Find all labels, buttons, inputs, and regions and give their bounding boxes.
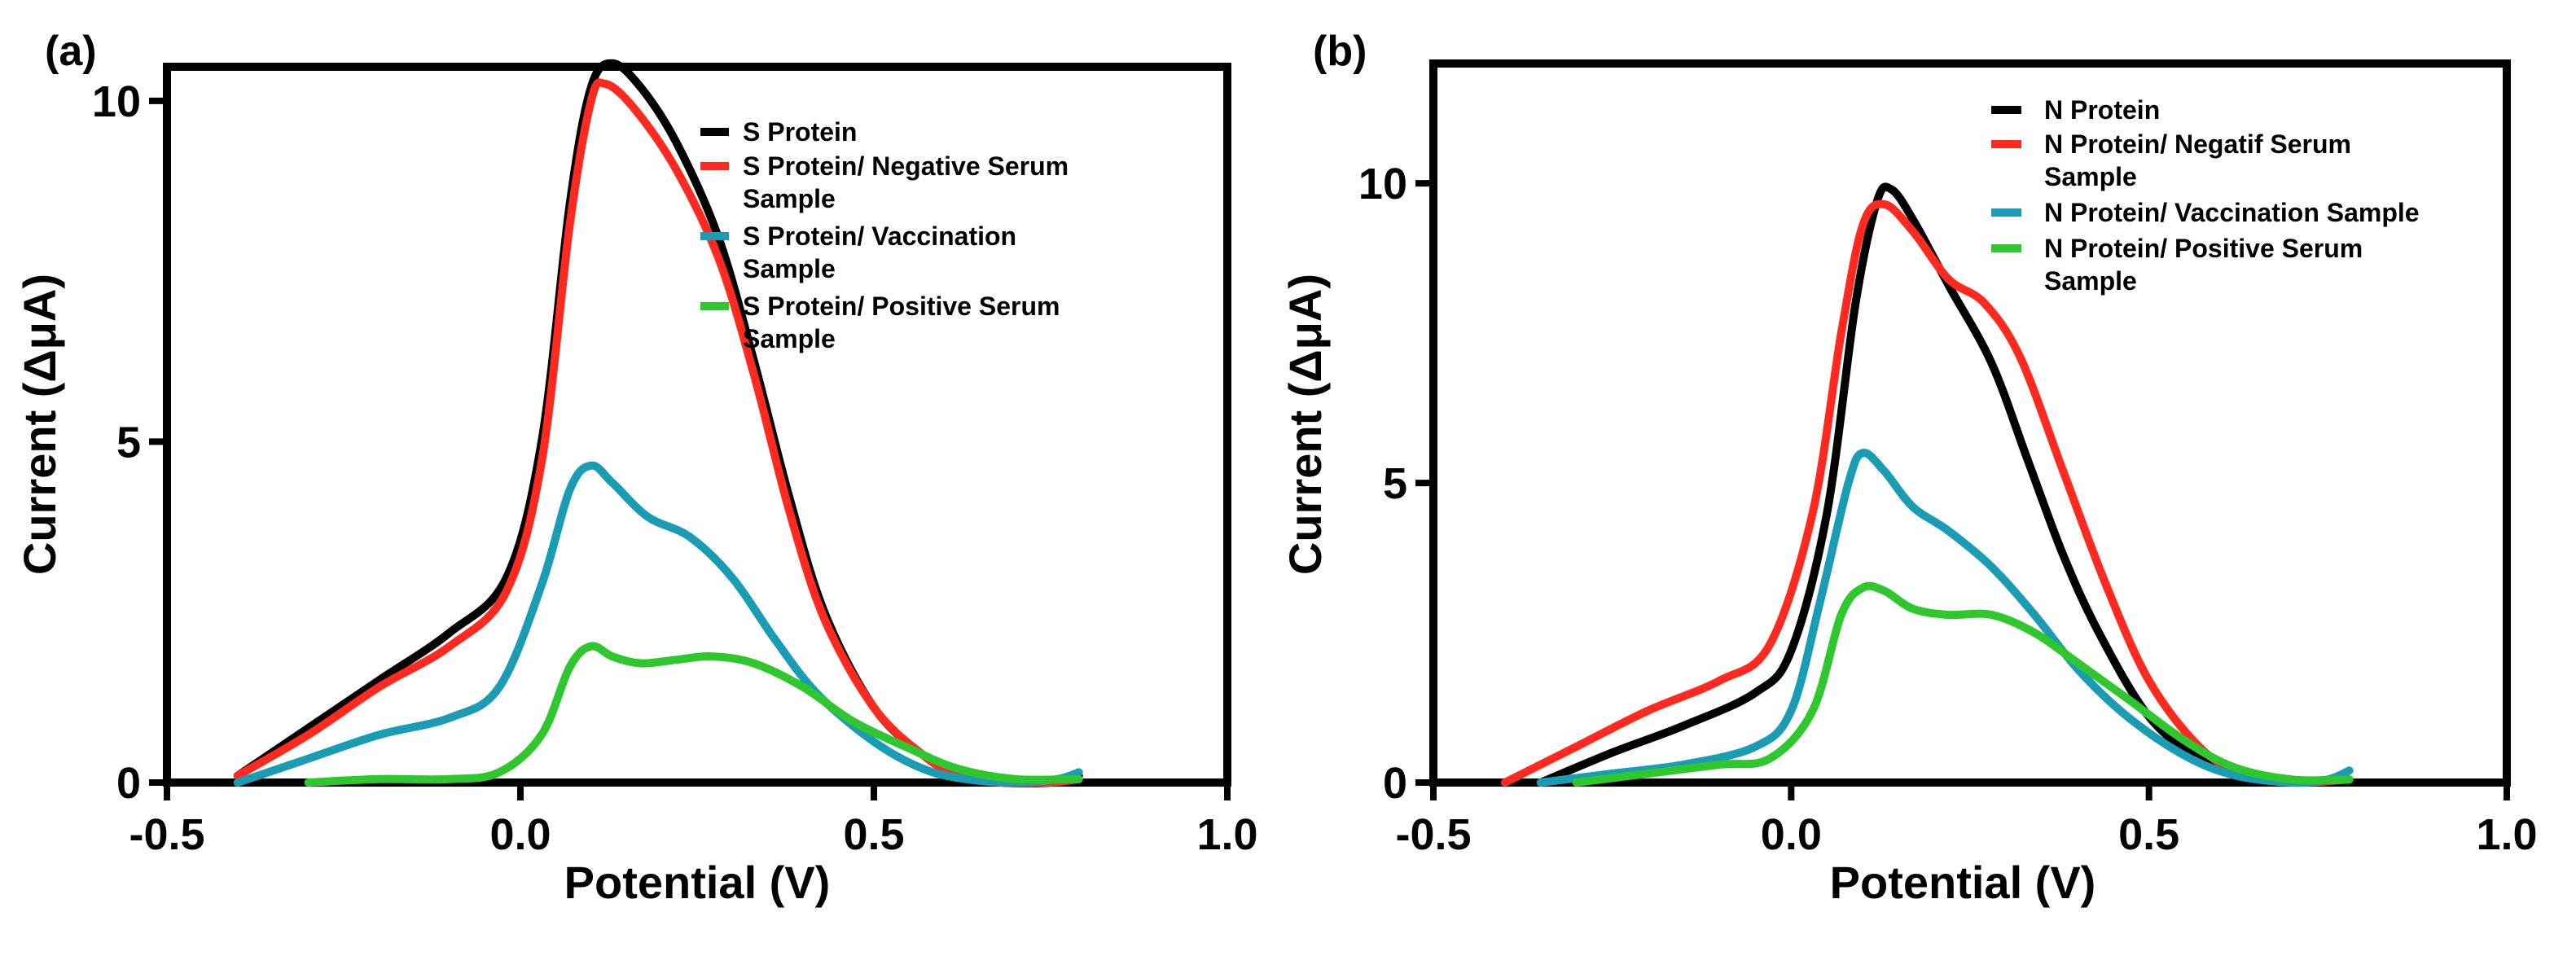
x-tick-label: 0.0 xyxy=(489,810,551,859)
legend-label: Sample xyxy=(743,254,836,283)
legend-label: N Protein xyxy=(2044,95,2160,125)
y-tick-label: 10 xyxy=(1358,160,1407,208)
y-tick-label: 5 xyxy=(116,418,141,467)
plot-frame xyxy=(1429,59,2511,787)
y-tick-label: 10 xyxy=(92,77,141,126)
y-tick-label: 0 xyxy=(116,759,141,808)
legend: S Protein S Protein/ Negative Serum Sample… xyxy=(700,117,1069,353)
x-tick-label: 0.5 xyxy=(2118,810,2179,859)
y-axis-title: Current (ΔμA) xyxy=(1279,274,1331,575)
legend-label: N Protein/ Positive Serum xyxy=(2044,234,2363,263)
y-tick-label: 0 xyxy=(1383,759,1407,808)
y-tick-label: 5 xyxy=(1383,459,1407,508)
x-tick-label: -0.5 xyxy=(129,810,204,859)
chart-panel-b: -0.5 0.0 0.5 1.0 0 5 10 Potential (V) Current (Δ… xyxy=(1279,28,2538,908)
legend-label: Sample xyxy=(743,184,836,213)
series-line-2 xyxy=(1500,200,2354,787)
legend-label: S Protein/ Positive Serum xyxy=(743,292,1060,321)
x-tick-label: 1.0 xyxy=(2476,810,2537,859)
y-axis-title: Current (ΔμA) xyxy=(14,274,65,575)
legend-label: S Protein/ Negative Serum xyxy=(743,151,1069,181)
series-line-4 xyxy=(1572,581,2354,787)
x-axis-title: Potential (V) xyxy=(1830,857,2096,908)
series-line-3 xyxy=(1536,449,2354,787)
panel-label: (a) xyxy=(45,28,97,75)
series-line-2 xyxy=(233,78,1083,787)
legend-label: N Protein/ Vaccination Sample xyxy=(2044,198,2420,227)
legend: N Protein N Protein/ Negatif Serum Sample N… xyxy=(1991,95,2420,296)
x-tick-label: 0.0 xyxy=(1761,810,1822,859)
x-tick-label: -0.5 xyxy=(1395,810,1471,859)
x-tick-label: 0.5 xyxy=(843,810,904,859)
legend-label: S Protein/ Vaccination xyxy=(743,221,1016,251)
plot-frame xyxy=(163,63,1231,787)
legend-label: S Protein xyxy=(743,117,857,147)
x-tick-label: 1.0 xyxy=(1196,810,1257,859)
series-line-1 xyxy=(1536,182,2354,787)
legend-label: N Protein/ Negatif Serum xyxy=(2044,129,2351,159)
x-axis-title: Potential (V) xyxy=(564,857,831,908)
panel-label: (b) xyxy=(1313,28,1367,75)
legend-label: Sample xyxy=(743,324,836,353)
chart-panel-a: -0.5 0.0 0.5 1.0 0 5 10 Potential (V) Current (Δ… xyxy=(14,28,1258,908)
series-line-4 xyxy=(304,642,1083,787)
series-line-3 xyxy=(233,461,1083,787)
legend-label: Sample xyxy=(2044,266,2137,296)
legend-label: Sample xyxy=(2044,162,2137,191)
